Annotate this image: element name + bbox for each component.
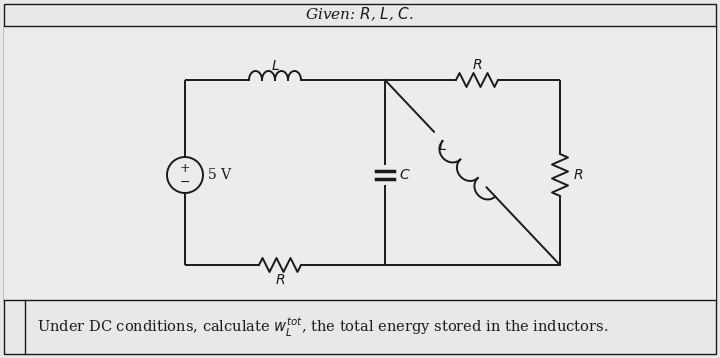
Text: $C$: $C$ bbox=[399, 168, 411, 182]
FancyBboxPatch shape bbox=[4, 26, 716, 300]
Text: +: + bbox=[180, 161, 190, 174]
Text: $R$: $R$ bbox=[573, 168, 583, 182]
Text: −: − bbox=[180, 175, 190, 189]
Text: Given: $R$, $L$, $C$.: Given: $R$, $L$, $C$. bbox=[305, 5, 415, 23]
FancyBboxPatch shape bbox=[4, 4, 716, 354]
Text: $R$: $R$ bbox=[472, 58, 482, 72]
Text: 5 V: 5 V bbox=[208, 168, 231, 182]
Text: $L$: $L$ bbox=[271, 59, 279, 73]
Text: Under DC conditions, calculate $w_L^{tot}$, the total energy stored in the induc: Under DC conditions, calculate $w_L^{tot… bbox=[37, 315, 608, 339]
Text: $R$: $R$ bbox=[275, 273, 285, 287]
Text: $L$: $L$ bbox=[438, 139, 446, 153]
